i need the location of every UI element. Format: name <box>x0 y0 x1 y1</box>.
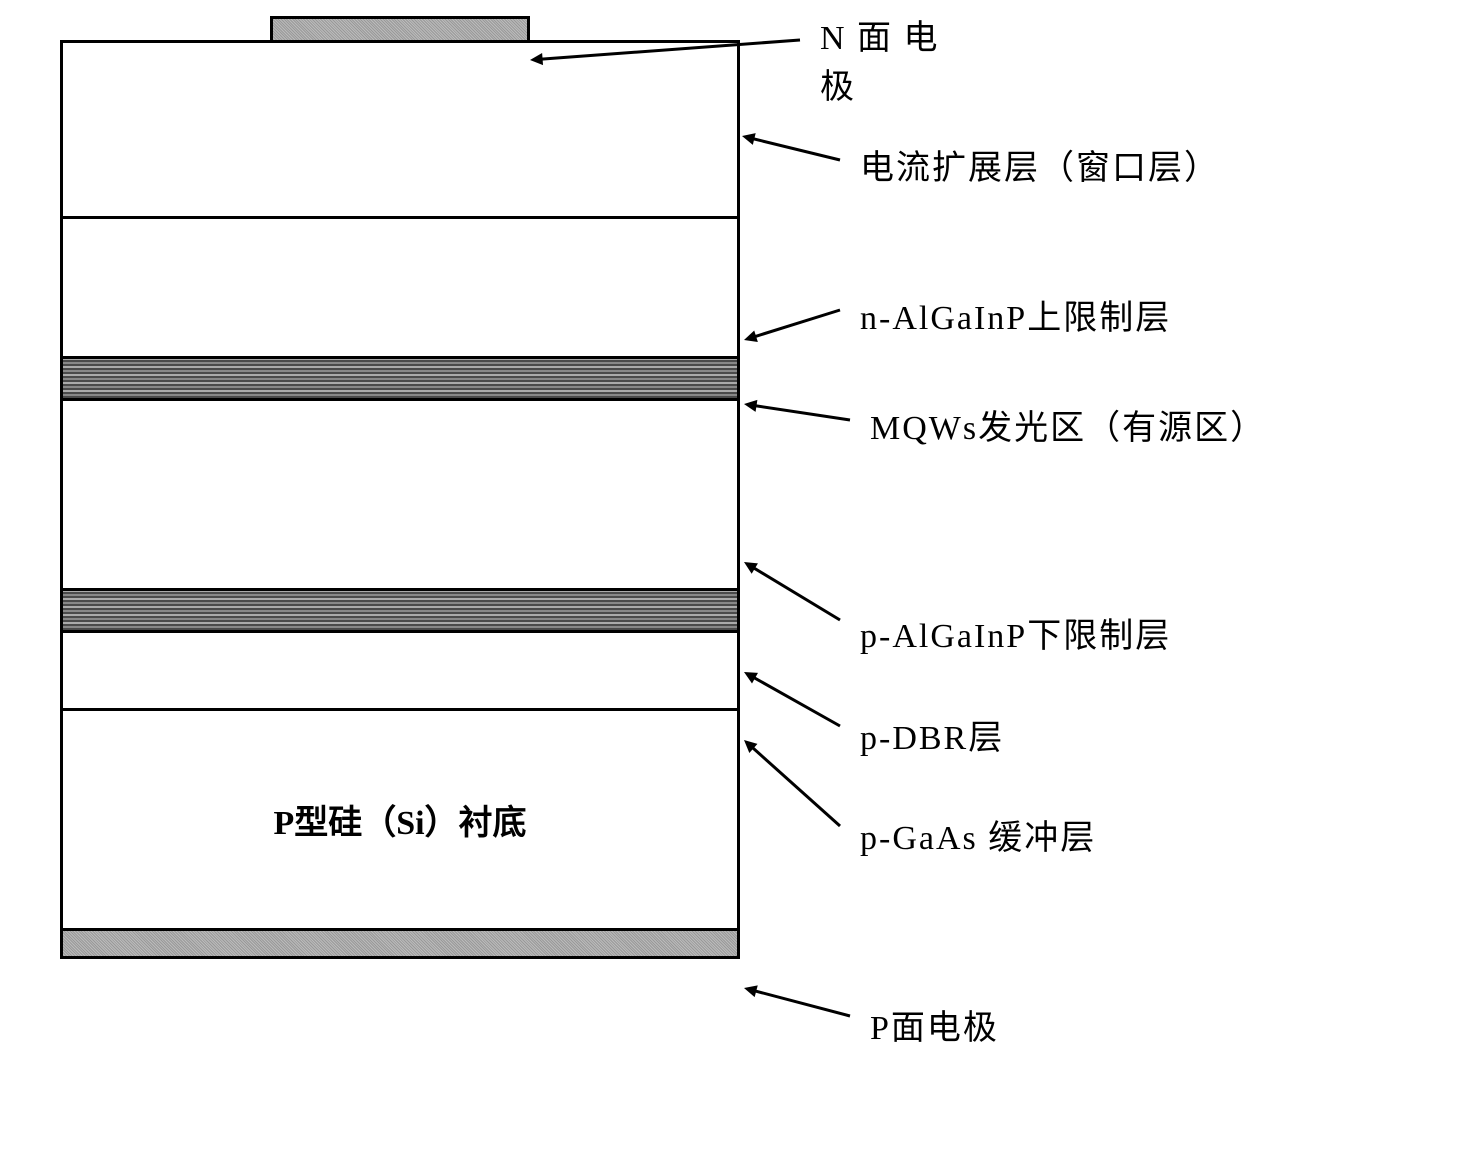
layer-p-si-substrate: P型硅（Si）衬底 <box>63 708 737 928</box>
layer-p-algainp <box>63 398 737 588</box>
annotation-arrow-mqw <box>732 392 862 432</box>
annotation-label-electrode-top: N 面 电极 <box>820 10 940 108</box>
annotation-label-mqw: MQWs发光区（有源区） <box>870 400 1266 449</box>
layer-mqw <box>63 356 737 398</box>
n-electrode-top <box>270 16 530 40</box>
layer-stack: P型硅（Si）衬底 <box>60 40 740 959</box>
annotation-label-current-spread: 电流扩展层（窗口层） <box>860 140 1220 189</box>
annotation-label-p-dbr: p-DBR层 <box>860 710 1004 759</box>
annotation-label-p-algainp: p-AlGaInP下限制层 <box>860 608 1171 657</box>
led-layer-diagram: P型硅（Si）衬底 <box>60 40 740 959</box>
layer-p-gaas-buffer <box>63 630 737 708</box>
layer-p-electrode <box>63 928 737 956</box>
annotation-arrow-p-electrode <box>732 976 862 1028</box>
annotation-arrow-p-gaas-buffer <box>732 728 852 838</box>
layer-p-dbr <box>63 588 737 630</box>
layer-n-algainp <box>63 216 737 356</box>
annotation-label-n-algainp: n-AlGaInP上限制层 <box>860 290 1171 339</box>
annotation-arrow-p-algainp <box>732 550 852 632</box>
layer-label-p-si-substrate: P型硅（Si）衬底 <box>273 795 526 844</box>
annotation-arrow-p-dbr <box>732 660 852 738</box>
annotation-label-p-gaas-buffer: p-GaAs 缓冲层 <box>860 810 1096 859</box>
annotation-label-p-electrode: P面电极 <box>870 1000 999 1049</box>
annotation-arrow-current-spread <box>730 124 852 172</box>
layer-current-spread <box>63 40 737 216</box>
annotation-arrow-n-algainp <box>732 298 852 352</box>
